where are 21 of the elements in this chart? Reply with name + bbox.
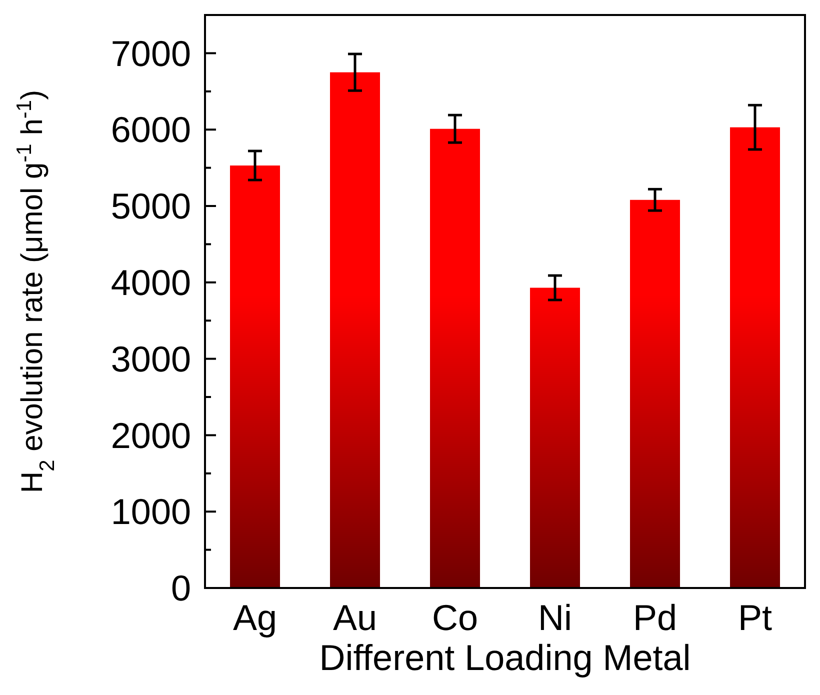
bar (630, 200, 680, 588)
y-tick-label: 0 (170, 568, 191, 609)
x-tick-label: Pt (738, 597, 772, 638)
y-tick-label: 5000 (110, 186, 191, 227)
bar (430, 128, 480, 588)
bar (730, 127, 780, 588)
y-tick-label: 7000 (110, 32, 191, 74)
y-tick-label: 6000 (110, 109, 191, 150)
bar (330, 72, 380, 588)
bar (230, 166, 280, 588)
x-axis-title: Different Loading Metal (319, 637, 691, 678)
y-tick-label: 4000 (110, 262, 191, 303)
x-tick-label: Ag (232, 597, 278, 638)
bar (530, 288, 580, 588)
y-tick-label: 1000 (110, 491, 191, 532)
x-tick-label: Au (332, 597, 378, 638)
x-tick-label: Ni (538, 597, 572, 638)
y-tick-label: 3000 (110, 338, 191, 380)
y-tick-label: 2000 (110, 414, 191, 456)
x-tick-label: Co (432, 597, 478, 638)
x-tick-label: Pd (632, 597, 678, 638)
